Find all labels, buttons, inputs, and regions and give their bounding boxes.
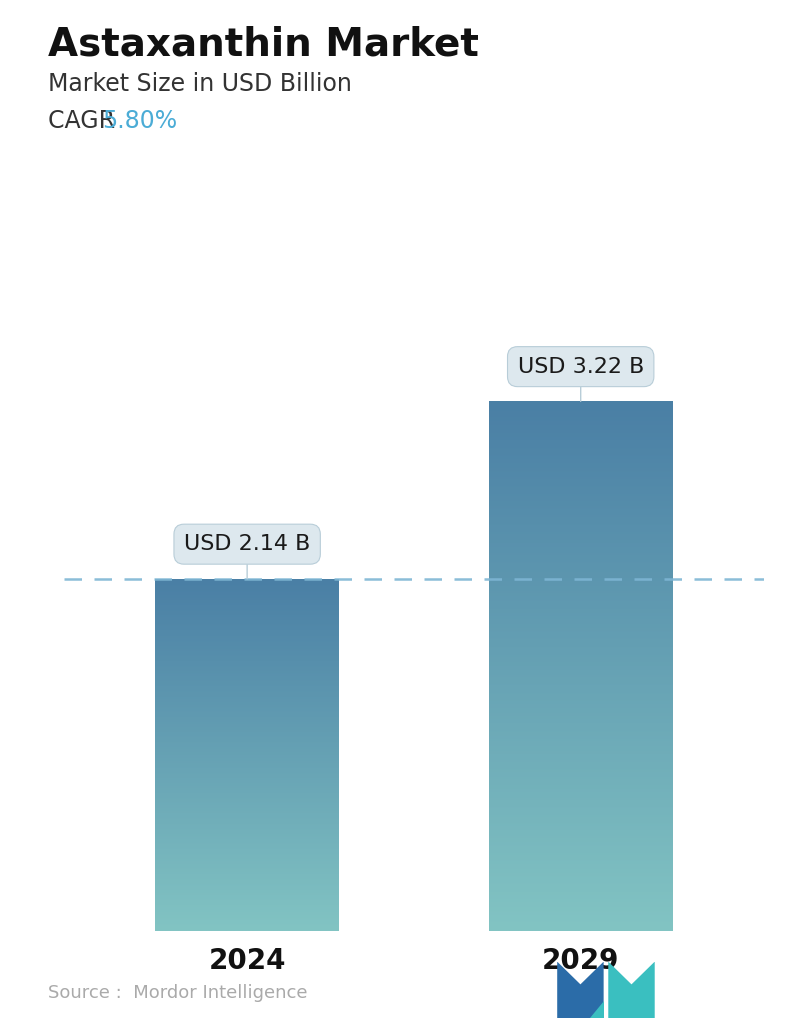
Text: USD 3.22 B: USD 3.22 B xyxy=(517,357,644,401)
Text: Source :  Mordor Intelligence: Source : Mordor Intelligence xyxy=(48,983,307,1002)
Text: USD 2.14 B: USD 2.14 B xyxy=(184,535,310,579)
Text: Astaxanthin Market: Astaxanthin Market xyxy=(48,26,478,64)
Text: CAGR: CAGR xyxy=(48,109,123,132)
Text: 5.80%: 5.80% xyxy=(102,109,177,132)
Text: Market Size in USD Billion: Market Size in USD Billion xyxy=(48,72,352,96)
